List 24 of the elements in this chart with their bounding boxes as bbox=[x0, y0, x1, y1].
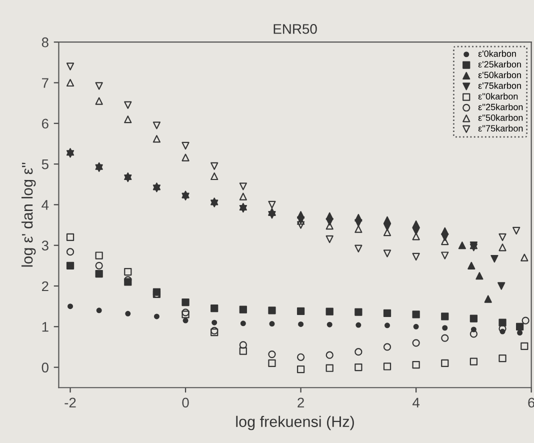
y-tick-label: 3 bbox=[42, 240, 48, 251]
legend-label: ε'0karbon bbox=[478, 50, 516, 57]
y-tick-label: 5 bbox=[42, 160, 48, 170]
legend-label: ε''25karbon bbox=[478, 104, 523, 110]
x-tick-label: 0 bbox=[182, 398, 189, 408]
y-tick-label: 0 bbox=[42, 362, 48, 372]
y-tick-label: 8 bbox=[42, 37, 48, 48]
x-axis-title: log frekuensi (Hz) bbox=[236, 416, 354, 430]
x-tick-label: 2 bbox=[298, 398, 304, 408]
x-tick-label: 4 bbox=[412, 398, 420, 408]
y-tick-label: 2 bbox=[42, 281, 48, 292]
legend-label: ε'50karbon bbox=[478, 72, 521, 78]
legend-label: ε''50karbon bbox=[478, 114, 523, 121]
y-tick-label: 1 bbox=[42, 322, 48, 332]
y-tick-label: 6 bbox=[42, 118, 48, 129]
y-tick-label: 7 bbox=[42, 78, 48, 88]
x-tick-label: -2 bbox=[64, 398, 76, 408]
legend-label: ε''75karbon bbox=[478, 124, 523, 132]
legend-label: ε''0karbon bbox=[478, 92, 518, 100]
y-axis-title: log ε' dan log ε'' bbox=[21, 162, 36, 267]
chart-title: ENR50 bbox=[274, 24, 317, 34]
legend-label: ε'25karbon bbox=[478, 60, 521, 68]
legend-label: ε'75karbon bbox=[478, 82, 521, 89]
y-tick-label: 4 bbox=[42, 200, 49, 210]
